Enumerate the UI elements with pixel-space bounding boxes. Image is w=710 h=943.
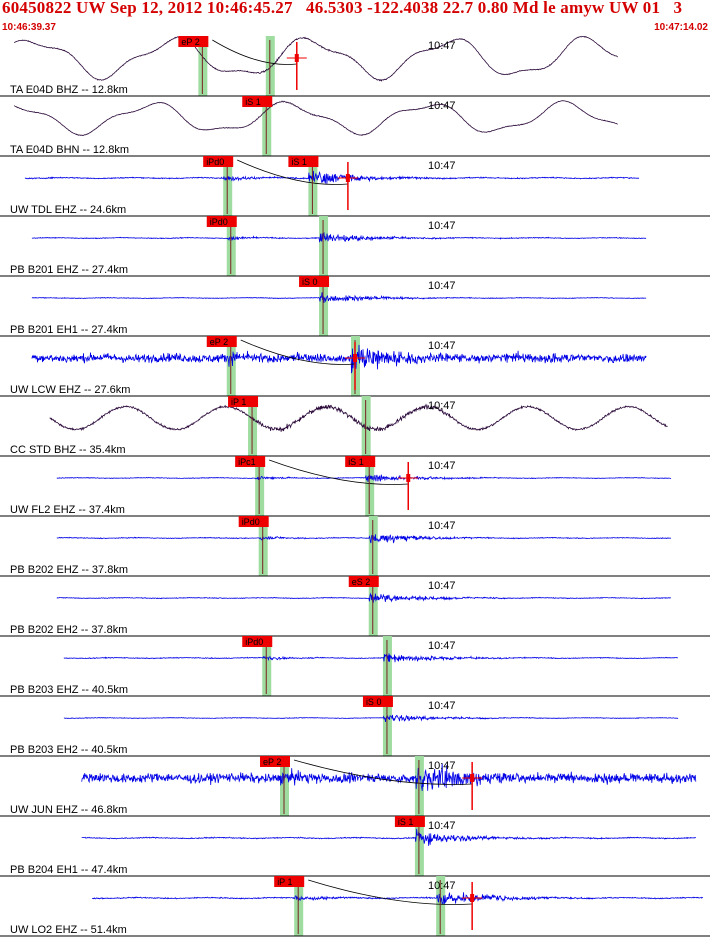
pick-label-box[interactable] xyxy=(288,156,319,167)
waveform-trace[interactable] xyxy=(13,35,619,82)
waveform-trace[interactable] xyxy=(56,473,672,482)
pick-label: iS 1 xyxy=(398,817,414,827)
minute-tick-label: 10:47 xyxy=(428,700,456,712)
channel-label: CC STD BHZ -- 35.4km xyxy=(10,444,126,456)
pick-label: iPc1 xyxy=(238,457,256,467)
pick-label-box[interactable] xyxy=(260,756,290,767)
waveform-trace[interactable] xyxy=(63,714,679,723)
pick-label: iS 1 xyxy=(291,157,307,167)
minute-tick-label: 10:47 xyxy=(428,220,456,232)
pick-label: eP 2 xyxy=(181,37,199,47)
pick-label-box[interactable] xyxy=(394,816,425,827)
waveform-trace[interactable] xyxy=(92,891,704,905)
event-summary-title: 60450822 UW Sep 12, 2012 10:46:45.27 46.… xyxy=(2,0,683,17)
channel-label: PB B203 EHZ -- 40.5km xyxy=(10,684,128,696)
channel-label: UW TDL EHZ -- 24.6km xyxy=(10,204,126,216)
pick-label-box[interactable] xyxy=(242,96,273,107)
pick-label: iP 1 xyxy=(277,877,292,887)
channel-label: PB B202 EH2 -- 37.8km xyxy=(10,624,127,636)
window-end-time: 10:47:14.02 xyxy=(654,22,708,33)
pick-label-box[interactable] xyxy=(235,456,266,467)
waveform-trace[interactable] xyxy=(31,292,647,303)
waveform-trace[interactable] xyxy=(56,592,672,604)
pick-label-box[interactable] xyxy=(299,276,330,287)
pick-label-box[interactable] xyxy=(178,36,209,47)
pick-label: eP 2 xyxy=(263,757,281,767)
minute-tick-label: 10:47 xyxy=(428,280,456,292)
minute-tick-label: 10:47 xyxy=(428,640,456,652)
minute-tick-label: 10:47 xyxy=(428,760,456,772)
waveform-trace[interactable] xyxy=(24,170,640,184)
waveform-trace[interactable] xyxy=(81,763,697,791)
event-header: 60450822 UW Sep 12, 2012 10:46:45.27 46.… xyxy=(0,0,710,36)
arrival-curve xyxy=(240,339,356,365)
waveform-trace[interactable] xyxy=(13,100,618,137)
pick-label-box[interactable] xyxy=(348,576,379,587)
waveform-trace[interactable] xyxy=(56,534,672,544)
channel-label: TA E04D BHN -- 12.8km xyxy=(10,144,129,156)
pick-label-box[interactable] xyxy=(242,636,273,647)
pick-label-box[interactable] xyxy=(206,216,237,227)
waveform-trace[interactable] xyxy=(31,344,647,374)
channel-label: PB B201 EHZ -- 27.4km xyxy=(10,264,128,276)
channel-label: UW LO2 EHZ -- 51.4km xyxy=(10,924,127,936)
pick-label-box[interactable] xyxy=(203,156,234,167)
window-start-time: 10:46:39.37 xyxy=(2,22,56,33)
minute-tick-label: 10:47 xyxy=(428,460,456,472)
pick-label: eP 2 xyxy=(210,337,228,347)
pick-label-box[interactable] xyxy=(238,516,269,527)
arrival-curve xyxy=(212,39,297,65)
minute-tick-label: 10:47 xyxy=(428,100,456,112)
minute-tick-label: 10:47 xyxy=(428,580,456,592)
pick-label: iS 0 xyxy=(302,277,318,287)
channel-label: TA E04D BHZ -- 12.8km xyxy=(10,84,128,96)
pick-label: iPd0 xyxy=(245,637,263,647)
arrival-curve xyxy=(293,759,473,785)
channel-label: PB B202 EHZ -- 37.8km xyxy=(10,564,128,576)
pick-label: iS 1 xyxy=(245,97,261,107)
pick-label: iPd0 xyxy=(210,217,228,227)
pick-label: iPd0 xyxy=(206,157,224,167)
pick-label: iS 0 xyxy=(366,697,382,707)
pick-label-box[interactable] xyxy=(362,696,393,707)
minute-tick-label: 10:47 xyxy=(428,340,456,352)
pick-label-box[interactable] xyxy=(228,396,259,407)
pick-label: eS 2 xyxy=(352,577,371,587)
waveform-trace[interactable] xyxy=(81,828,696,846)
waveform-trace[interactable] xyxy=(63,653,678,663)
seismogram-panel[interactable]: eP 2 10:47 TA E04D BHZ -- 12.8km iS 1 10:47 T… xyxy=(0,35,710,938)
pick-label-box[interactable] xyxy=(345,456,376,467)
waveform-trace[interactable] xyxy=(49,403,668,432)
pick-label-box[interactable] xyxy=(274,876,305,887)
minute-tick-label: 10:47 xyxy=(428,520,456,532)
channel-label: UW FL2 EHZ -- 37.4km xyxy=(10,504,125,516)
pick-label: iP 1 xyxy=(231,397,246,407)
pick-label: iPd0 xyxy=(242,517,260,527)
waveform-trace[interactable] xyxy=(31,231,647,243)
pick-label: iS 1 xyxy=(348,457,364,467)
minute-tick-label: 10:47 xyxy=(428,400,456,412)
arrival-curve xyxy=(269,459,409,485)
minute-tick-label: 10:47 xyxy=(428,820,456,832)
channel-label: PB B204 EH1 -- 47.4km xyxy=(10,864,127,876)
channel-label: PB B203 EH2 -- 40.5km xyxy=(10,744,127,756)
minute-tick-label: 10:47 xyxy=(428,40,456,52)
channel-label: UW JUN EHZ -- 46.8km xyxy=(10,804,127,816)
minute-tick-label: 10:47 xyxy=(428,880,456,892)
seismogram-traces[interactable]: eP 2 10:47 TA E04D BHZ -- 12.8km iS 1 10:47 T… xyxy=(0,35,710,938)
pick-label-box[interactable] xyxy=(206,336,237,347)
channel-label: PB B201 EH1 -- 27.4km xyxy=(10,324,127,336)
arrival-curve xyxy=(308,879,473,905)
minute-tick-label: 10:47 xyxy=(428,160,456,172)
arrival-curve xyxy=(237,159,348,185)
channel-label: UW LCW EHZ -- 27.6km xyxy=(10,384,130,396)
